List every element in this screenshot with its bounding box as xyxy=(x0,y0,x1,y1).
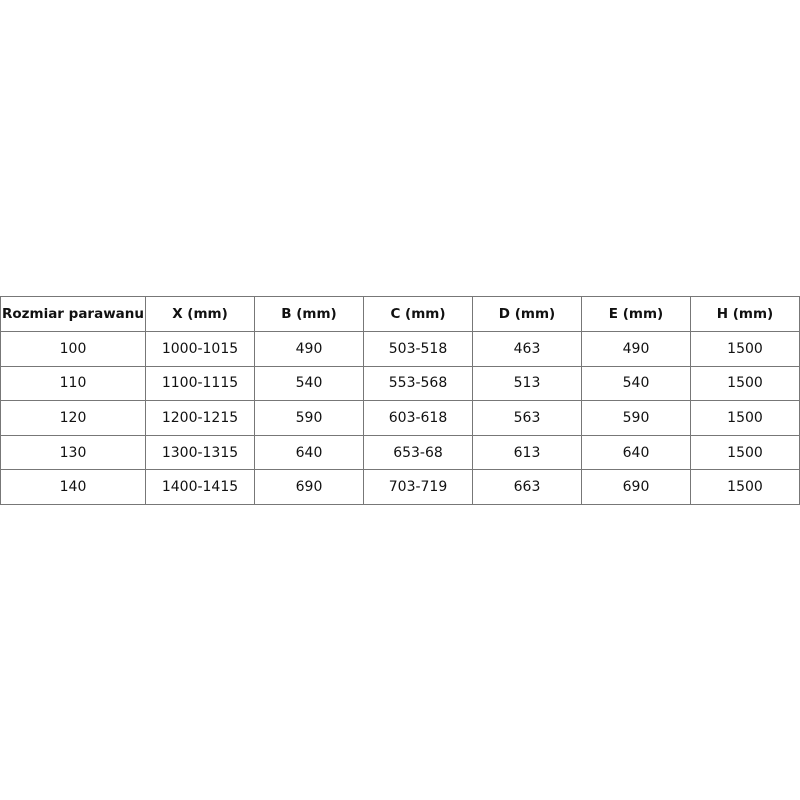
table-row: 100 1000-1015 490 503-518 463 490 1500 xyxy=(0,331,800,367)
table-cell: 130 xyxy=(0,434,146,471)
table-cell: 140 xyxy=(0,469,146,505)
column-header: B (mm) xyxy=(254,296,364,332)
table-cell: 490 xyxy=(254,331,364,367)
column-header: E (mm) xyxy=(581,296,691,332)
table-body: 100 1000-1015 490 503-518 463 490 1500 110 1100-… xyxy=(0,331,800,505)
table-cell: 100 xyxy=(0,331,146,367)
table-cell: 703-719 xyxy=(363,469,473,505)
table-cell: 690 xyxy=(581,469,691,505)
table-cell: 1500 xyxy=(690,469,800,505)
table-cell: 1500 xyxy=(690,331,800,367)
table-row: 130 1300-1315 640 653-68 613 640 1500 xyxy=(0,434,800,471)
table-header-row: Rozmiar parawanu X (mm) B (mm) C (mm) D (mm)… xyxy=(0,296,800,332)
column-header: D (mm) xyxy=(472,296,582,332)
table-cell: 590 xyxy=(254,400,364,436)
table-cell: 110 xyxy=(0,365,146,402)
table-row: 110 1100-1115 540 553-568 513 540 1500 xyxy=(0,365,800,402)
table-cell: 563 xyxy=(472,400,582,436)
column-header: H (mm) xyxy=(690,296,800,332)
table-cell: 653-68 xyxy=(363,434,473,471)
dimensions-table: Rozmiar parawanu X (mm) B (mm) C (mm) D (mm)… xyxy=(0,296,800,505)
table-cell: 540 xyxy=(254,365,364,402)
table-cell: 1500 xyxy=(690,365,800,402)
table-cell: 553-568 xyxy=(363,365,473,402)
table-cell: 1000-1015 xyxy=(145,331,255,367)
column-header: X (mm) xyxy=(145,296,255,332)
table-cell: 1500 xyxy=(690,434,800,471)
table-cell: 503-518 xyxy=(363,331,473,367)
table-cell: 640 xyxy=(581,434,691,471)
table-cell: 690 xyxy=(254,469,364,505)
table-cell: 590 xyxy=(581,400,691,436)
table-cell: 640 xyxy=(254,434,364,471)
table-cell: 120 xyxy=(0,400,146,436)
table-row: 120 1200-1215 590 603-618 563 590 1500 xyxy=(0,400,800,436)
table-cell: 1200-1215 xyxy=(145,400,255,436)
column-header: Rozmiar parawanu xyxy=(0,296,146,332)
table-cell: 463 xyxy=(472,331,582,367)
table-cell: 513 xyxy=(472,365,582,402)
table-cell: 490 xyxy=(581,331,691,367)
column-header: C (mm) xyxy=(363,296,473,332)
table-cell: 613 xyxy=(472,434,582,471)
table-cell: 1100-1115 xyxy=(145,365,255,402)
table-cell: 1400-1415 xyxy=(145,469,255,505)
table-cell: 540 xyxy=(581,365,691,402)
table-cell: 603-618 xyxy=(363,400,473,436)
table-cell: 663 xyxy=(472,469,582,505)
table-cell: 1500 xyxy=(690,400,800,436)
table-cell: 1300-1315 xyxy=(145,434,255,471)
table-row: 140 1400-1415 690 703-719 663 690 1500 xyxy=(0,469,800,505)
